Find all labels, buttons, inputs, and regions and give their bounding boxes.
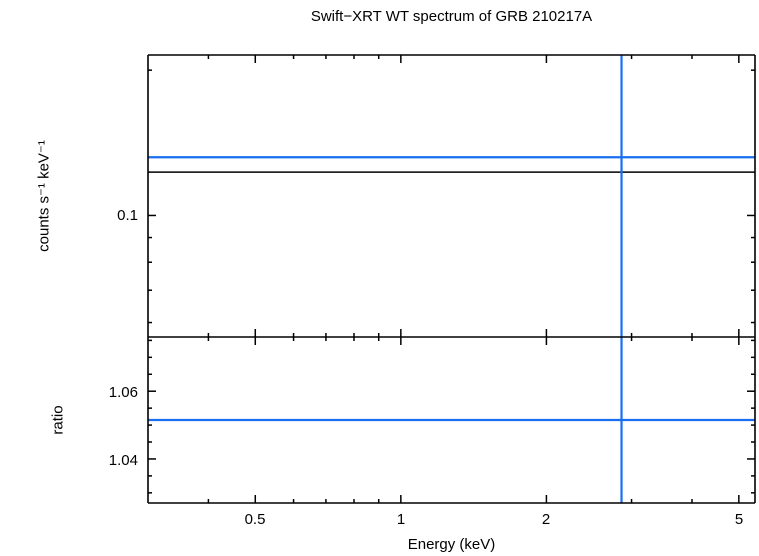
- y-tick-label: 0.1: [117, 207, 138, 224]
- chart-title: Swift−XRT WT spectrum of GRB 210217A: [310, 8, 593, 25]
- y-axis-label-counts: counts s⁻¹ keV⁻¹: [35, 140, 53, 252]
- x-tick-label: 2: [541, 511, 551, 528]
- y-tick-label: 1.04: [108, 452, 138, 469]
- x-tick-label: 1: [396, 511, 406, 528]
- y-tick-label: 1.06: [108, 384, 138, 401]
- x-tick-label: 5: [734, 511, 744, 528]
- x-axis-label: Energy (keV): [407, 536, 496, 553]
- y-axis-label-ratio: ratio: [49, 405, 67, 435]
- x-tick-label: 0.5: [244, 511, 266, 528]
